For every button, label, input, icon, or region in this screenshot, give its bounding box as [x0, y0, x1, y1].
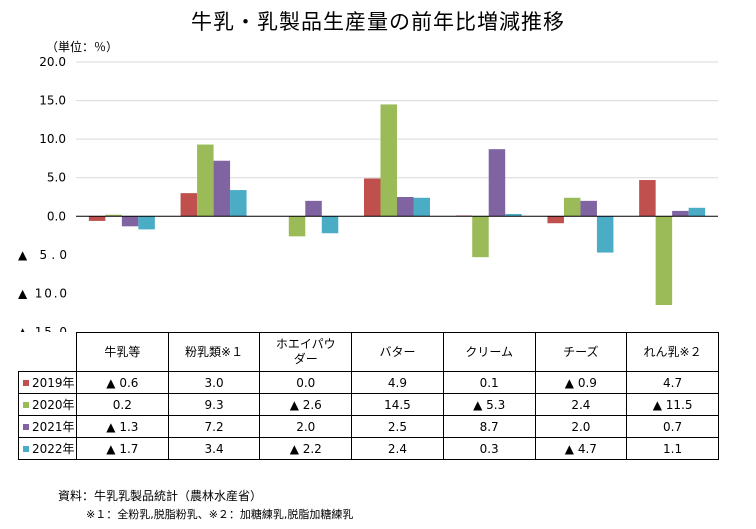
bar: [580, 200, 597, 217]
series-name: 2022年: [32, 442, 75, 456]
y-tick-label: ▲ 15.0: [18, 325, 67, 332]
data-label: 3.0: [167, 371, 261, 394]
bar: [397, 197, 414, 217]
bar: [655, 216, 673, 305]
series-name: 2019年: [32, 376, 75, 390]
series-legend-label: 2021年: [18, 415, 77, 438]
data-label: 14.5: [351, 393, 444, 416]
data-label: 2.4: [534, 393, 628, 416]
data-label: 0.7: [626, 415, 719, 438]
y-tick-label: ▲ 5.0: [18, 248, 67, 262]
data-label: 2.5: [351, 415, 444, 438]
data-label: ▲ 2.6: [259, 393, 353, 416]
bar: [380, 104, 397, 217]
y-tick-label: 10.0: [39, 132, 66, 146]
series-name: 2021年: [32, 420, 75, 434]
category-label: チーズ: [534, 332, 628, 372]
bar: [180, 193, 198, 217]
legend-swatch: [23, 380, 29, 386]
y-tick-label: 0.0: [47, 209, 66, 223]
data-label: 2.4: [351, 437, 444, 460]
series-legend-label: 2019年: [18, 371, 77, 394]
table-row: 2022年 ▲ 1.7 3.4 ▲ 2.2 2.4 0.3 ▲ 4.7 1.1: [18, 437, 719, 460]
table-corner-cell: [18, 332, 77, 372]
bar: [138, 216, 155, 230]
table-row: 2021年 ▲ 1.3 7.2 2.0 2.5 8.7 2.0 0.7: [18, 415, 719, 438]
bar: [488, 149, 506, 217]
data-label: ▲ 1.7: [76, 437, 169, 460]
data-label: 2.0: [259, 415, 353, 438]
bar: [321, 216, 339, 234]
bar: [88, 216, 106, 221]
table-row: 2019年 ▲ 0.6 3.0 0.0 4.9 0.1 ▲ 0.9 4.7: [18, 371, 719, 394]
bar: [305, 200, 322, 217]
series-legend-label: 2022年: [18, 437, 77, 460]
source-note: 資料：牛乳乳製品統計（農林水産省）: [58, 489, 263, 503]
bar: [105, 214, 122, 217]
data-label: 0.3: [442, 437, 536, 460]
category-label: バター: [351, 332, 444, 372]
bar: [563, 197, 581, 217]
bar: [230, 190, 247, 217]
bar: [121, 216, 139, 227]
bar: [197, 144, 214, 217]
bar: [596, 216, 614, 253]
bar: [364, 178, 381, 217]
data-label: 7.2: [167, 415, 261, 438]
gridlines: [76, 61, 718, 179]
bar: [688, 207, 706, 217]
data-label: ▲ 1.3: [76, 415, 169, 438]
data-label: 4.7: [626, 371, 719, 394]
data-label: ▲ 2.2: [259, 437, 353, 460]
bar: [288, 216, 306, 237]
data-label: 8.7: [442, 415, 536, 438]
y-tick-label: ▲ 10.0: [18, 286, 67, 300]
category-label: クリーム: [442, 332, 536, 372]
table-header-row: 牛乳等 粉乳類※１ ホエイパウ ダー バター クリーム チーズ れん乳※２: [18, 332, 719, 372]
data-label: 4.9: [351, 371, 444, 394]
y-tick-label: 15.0: [39, 94, 66, 108]
category-label: ホエイパウ ダー: [259, 332, 353, 372]
bar-chart: 20.0 15.0 10.0 5.0 0.0 ▲ 5.0 ▲ 10.0 ▲ 15.0: [18, 55, 718, 332]
y-axis-ticks: 20.0 15.0 10.0 5.0 0.0 ▲ 5.0 ▲ 10.0 ▲ 15.0: [18, 55, 67, 332]
data-label: 0.0: [259, 371, 353, 394]
data-table: 牛乳等 粉乳類※１ ホエイパウ ダー バター クリーム チーズ れん乳※２ 2019年 ▲ 0.…: [18, 332, 719, 460]
legend-swatch: [23, 402, 29, 408]
bar: [505, 213, 522, 217]
data-label: 1.1: [626, 437, 719, 460]
legend-swatch: [23, 446, 29, 452]
bar: [413, 197, 430, 217]
data-label: ▲ 0.9: [534, 371, 628, 394]
data-label: ▲ 11.5: [626, 393, 719, 416]
bar: [213, 160, 231, 217]
bar: [639, 180, 656, 217]
data-label: 3.4: [167, 437, 261, 460]
data-label: ▲ 4.7: [534, 437, 628, 460]
table-row: 2020年 0.2 9.3 ▲ 2.6 14.5 ▲ 5.3 2.4 ▲ 11.5: [18, 393, 719, 416]
y-tick-label: 5.0: [47, 171, 66, 185]
chart-title: 牛乳・乳製品生産量の前年比増減推移: [191, 10, 565, 34]
data-label: 0.2: [76, 393, 169, 416]
data-label: ▲ 5.3: [442, 393, 536, 416]
footnote: ※１：全粉乳,脱脂粉乳、※２：加糖練乳,脱脂加糖練乳: [86, 508, 354, 521]
bar: [472, 216, 489, 258]
y-tick-label: 20.0: [39, 55, 66, 69]
data-label: 2.0: [534, 415, 628, 438]
data-label: 9.3: [167, 393, 261, 416]
category-label: 牛乳等: [76, 332, 169, 372]
y-axis-unit-label: （単位：％）: [46, 40, 119, 54]
series-name: 2020年: [32, 398, 75, 412]
data-label: 0.1: [442, 371, 536, 394]
bar: [672, 210, 689, 217]
series-legend-label: 2020年: [18, 393, 77, 416]
category-label: れん乳※２: [626, 332, 719, 372]
bar: [547, 216, 564, 224]
category-label: 粉乳類※１: [167, 332, 261, 372]
bars: [88, 104, 706, 305]
legend-swatch: [23, 424, 29, 430]
data-label: ▲ 0.6: [76, 371, 169, 394]
